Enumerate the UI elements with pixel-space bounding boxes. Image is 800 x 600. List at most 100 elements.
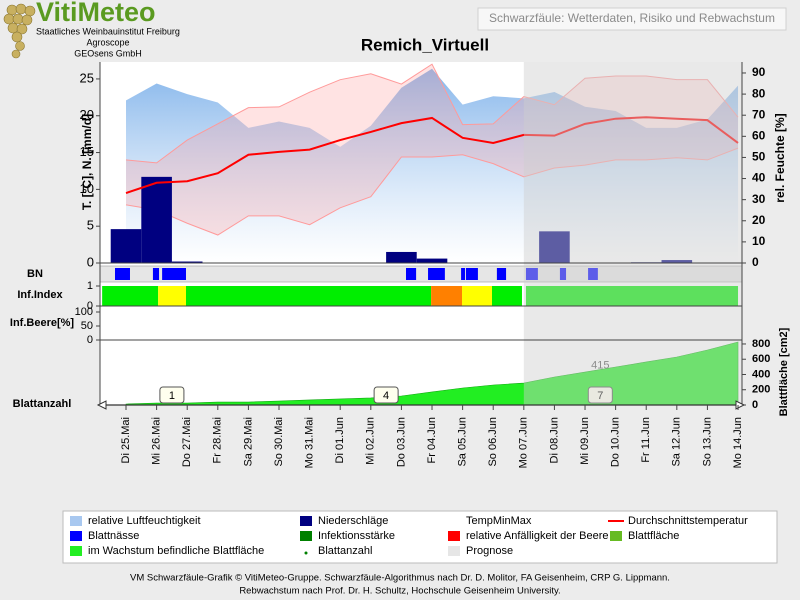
x-tick-label: Di 01.Jun bbox=[334, 417, 346, 463]
y-axis-label: T. [°C], N. [mm/d] bbox=[80, 114, 94, 210]
precip-bar bbox=[171, 261, 203, 263]
wetness-period bbox=[162, 268, 186, 280]
leaf-count-box bbox=[587, 386, 613, 404]
x-tick-label: Do 27.Mai bbox=[181, 417, 193, 467]
precip-bar bbox=[539, 231, 570, 263]
panel-label: Inf.Index bbox=[17, 289, 63, 301]
panel-label: BN bbox=[27, 268, 43, 280]
y-tick-label: 15 bbox=[80, 144, 94, 159]
leaf-count-label: 4 bbox=[383, 390, 389, 402]
infection-segment bbox=[431, 286, 463, 306]
humidity-area bbox=[126, 68, 739, 263]
x-tick-label: Di 25.Mai bbox=[120, 417, 132, 463]
x-tick-label: Mi 09.Jun bbox=[579, 417, 591, 465]
x-tick-label: Mo 14.Jun bbox=[732, 417, 744, 468]
y2-tick-label: 40 bbox=[752, 171, 766, 185]
footer-line: Rebwachstum nach Prof. Dr. H. Schultz, H… bbox=[239, 586, 560, 597]
legend-box bbox=[62, 510, 778, 564]
x-tick-label: Fr 11.Jun bbox=[640, 417, 652, 463]
y-tick-label: 100 bbox=[75, 306, 93, 318]
x-tick-label: Mi 26.Mai bbox=[151, 417, 163, 465]
infection-segment bbox=[491, 286, 522, 306]
legend-swatch bbox=[448, 546, 460, 556]
org-line: Agroscope bbox=[86, 37, 129, 47]
panel-label: Inf.Beere[%] bbox=[10, 317, 75, 329]
legend-label: Durchschnittstemperatur bbox=[628, 515, 748, 527]
infection-segment bbox=[158, 286, 186, 306]
y2-tick-label: 200 bbox=[752, 384, 770, 396]
legend-label: im Wachstum befindliche Blattfläche bbox=[88, 545, 264, 557]
legend-label: Blattnässe bbox=[88, 530, 139, 542]
infection-segment bbox=[525, 286, 739, 306]
y2-tick-label: 30 bbox=[752, 192, 766, 206]
leaf-count-label: 1 bbox=[169, 390, 175, 402]
y-tick-label: 0 bbox=[87, 254, 94, 269]
y2-tick-label: 600 bbox=[752, 353, 770, 365]
legend-swatch bbox=[610, 531, 622, 541]
legend-swatch bbox=[304, 551, 308, 555]
leaf-count-box bbox=[373, 386, 399, 404]
leaf-area bbox=[125, 341, 739, 406]
leaf-count-box bbox=[159, 386, 185, 404]
legend-label: TempMinMax bbox=[466, 515, 532, 527]
y2-tick-label: 0 bbox=[752, 399, 758, 411]
wetness-period bbox=[496, 268, 507, 280]
chart-title: Remich_Virtuell bbox=[361, 35, 489, 54]
temp-max-line bbox=[125, 63, 739, 164]
wetness-period bbox=[465, 268, 478, 280]
y2-tick-label: 800 bbox=[752, 338, 770, 350]
x-tick-label: Di 08.Jun bbox=[548, 417, 560, 463]
footer-line: VM Schwarzfäule-Grafik © VitiMeteo-Grupp… bbox=[130, 573, 670, 584]
y2-axis-label: Blattfläche [cm2] bbox=[778, 327, 790, 416]
annotation: 415 bbox=[591, 359, 609, 371]
legend-label: Prognose bbox=[466, 545, 513, 557]
infection-segment bbox=[462, 286, 492, 306]
y2-tick-label: 50 bbox=[752, 150, 766, 164]
precip-bar bbox=[416, 258, 448, 263]
legend-swatch bbox=[300, 516, 312, 526]
wetness-period bbox=[525, 268, 538, 280]
legend-label: Blattfläche bbox=[628, 530, 679, 542]
avg-temp-line bbox=[125, 116, 739, 195]
x-tick-label: Mi 02.Jun bbox=[365, 417, 377, 465]
y-tick-label: 20 bbox=[80, 107, 94, 122]
app-title: Schwarzfäule: Wetterdaten, Risiko und Re… bbox=[489, 11, 775, 25]
y2-tick-label: 90 bbox=[752, 65, 766, 79]
y-tick-label: 25 bbox=[80, 70, 94, 85]
wetness-period bbox=[428, 268, 445, 280]
legend-swatch bbox=[70, 546, 82, 556]
x-tick-label: So 30.Mai bbox=[273, 417, 285, 467]
legend-label: Blattanzahl bbox=[318, 545, 372, 557]
precip-bar bbox=[141, 176, 172, 263]
infection-segment bbox=[102, 286, 159, 306]
logo-title: VitiMeteo bbox=[36, 0, 156, 27]
x-tick-label: So 06.Jun bbox=[487, 417, 499, 467]
axis-arrow-left bbox=[96, 400, 107, 410]
wetness-period bbox=[114, 268, 130, 280]
x-tick-label: Do 03.Jun bbox=[395, 417, 407, 467]
x-tick-label: Sa 12.Jun bbox=[671, 417, 683, 467]
precip-bar bbox=[110, 229, 142, 263]
y-tick-label: 0 bbox=[87, 300, 93, 312]
legend-swatch bbox=[70, 531, 82, 541]
legend-label: relative Anfälligkeit der Beere bbox=[466, 530, 608, 542]
wetness-period bbox=[406, 268, 417, 280]
app-title-box bbox=[477, 7, 787, 31]
wetness-period bbox=[588, 268, 598, 280]
precip-bar bbox=[386, 251, 417, 263]
wetness-period bbox=[559, 268, 567, 280]
x-tick-label: Sa 29.Mai bbox=[242, 417, 254, 467]
y-tick-label: 10 bbox=[80, 181, 94, 196]
x-tick-label: Fr 28.Mai bbox=[212, 417, 224, 463]
org-line: Staatliches Weinbauinstitut Freiburg bbox=[36, 26, 180, 36]
panel-label: Blattanzahl bbox=[13, 398, 72, 410]
legend-label: Infektionsstärke bbox=[318, 530, 395, 542]
wetness-period bbox=[461, 268, 466, 280]
y-tick-label: 0 bbox=[87, 334, 93, 346]
forecast-overlay bbox=[523, 62, 742, 405]
logo-grapes bbox=[3, 3, 36, 59]
org-line: GEOsens GmbH bbox=[74, 48, 142, 58]
